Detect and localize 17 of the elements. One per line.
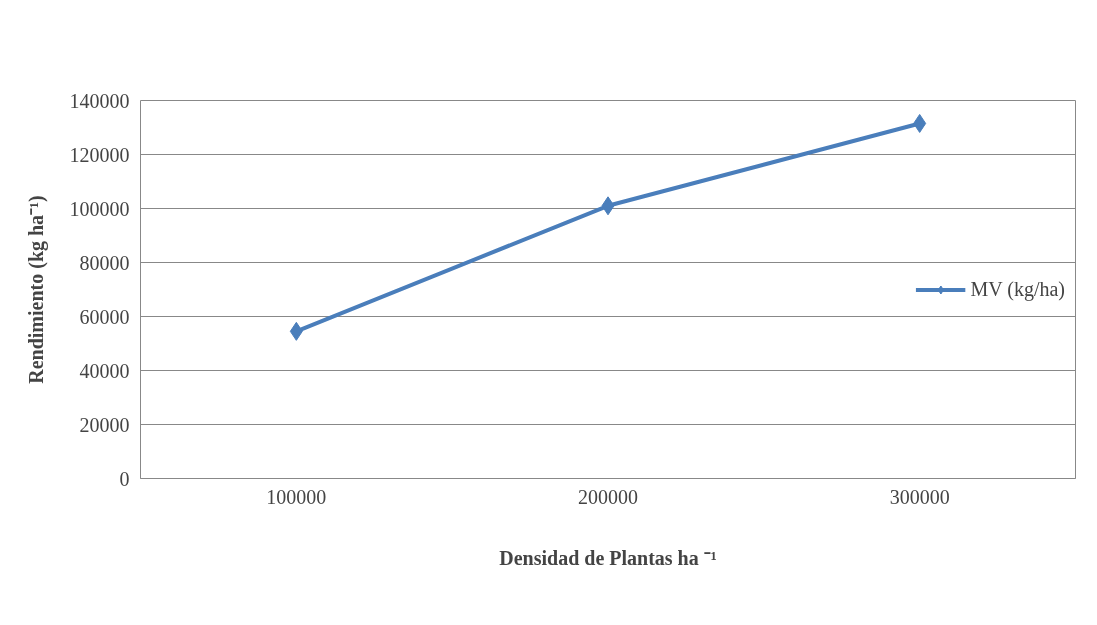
point xyxy=(601,196,615,216)
y-axis-title: Rendimiento (kg ha⁻¹) xyxy=(24,195,48,384)
y-tick-label: 120000 xyxy=(69,143,130,166)
y-tick-label: 20000 xyxy=(79,413,130,436)
x-tick-label: 100000 xyxy=(266,485,327,508)
y-tick-label: 140000 xyxy=(69,89,130,112)
y-tick-label: 100000 xyxy=(69,197,130,220)
point xyxy=(913,113,927,133)
x-axis-title: Densidad de Plantas ha ⁻¹ xyxy=(499,546,717,569)
y-tick-label: 80000 xyxy=(79,251,130,274)
legend-label: MV (kg/ha) xyxy=(970,277,1065,301)
point xyxy=(289,321,303,341)
y-tick-label: 0 xyxy=(119,467,130,490)
x-tick-label: 300000 xyxy=(889,485,950,508)
y-tick-label: 40000 xyxy=(79,359,130,382)
x-tick-label: 200000 xyxy=(578,485,638,508)
y-tick-label: 60000 xyxy=(79,305,130,328)
